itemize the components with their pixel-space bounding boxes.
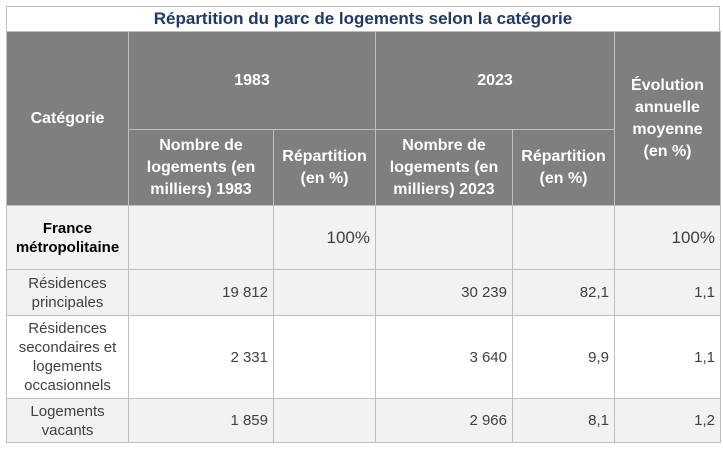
header-nombre-2023: Nombre de logements (en milliers) 2023 — [375, 129, 513, 206]
cell-evolution: 100% — [614, 205, 721, 270]
cell-repartition-2023 — [512, 205, 615, 270]
cell-nombre-1983 — [128, 205, 274, 270]
cell-nombre-1983: 2 331 — [128, 315, 274, 399]
header-repartition-2023: Répartition (en %) — [512, 129, 615, 206]
cell-nombre-2023: 2 966 — [375, 398, 513, 443]
table-title: Répartition du parc de logements selon l… — [6, 6, 720, 31]
cell-repartition-2023: 8,1 — [512, 398, 615, 443]
table-row: Résidences principales 19 812 30 239 82,… — [6, 269, 721, 316]
header-categorie: Catégorie — [6, 31, 129, 206]
row-label: Résidences principales — [6, 269, 129, 316]
header-year-1983: 1983 — [128, 31, 376, 130]
table-row: Logements vacants 1 859 2 966 8,1 1,2 — [6, 398, 721, 443]
header-evolution: Évolution annuelle moyenne (en %) — [614, 31, 721, 206]
cell-evolution: 1,1 — [614, 269, 721, 316]
cell-evolution: 1,2 — [614, 398, 721, 443]
row-label: Logements vacants — [6, 398, 129, 443]
cell-nombre-1983: 19 812 — [128, 269, 274, 316]
header-repartition-1983: Répartition (en %) — [273, 129, 376, 206]
cell-nombre-1983: 1 859 — [128, 398, 274, 443]
housing-table: Catégorie 1983 2023 Évolution annuelle m… — [6, 31, 721, 443]
cell-repartition-1983 — [273, 398, 376, 443]
header-nombre-1983: Nombre de logements (en milliers) 1983 — [128, 129, 274, 206]
cell-repartition-1983 — [273, 315, 376, 399]
cell-nombre-2023: 30 239 — [375, 269, 513, 316]
cell-nombre-2023: 3 640 — [375, 315, 513, 399]
cell-evolution: 1,1 — [614, 315, 721, 399]
header-year-2023: 2023 — [375, 31, 615, 130]
row-label: Résidences secondaires et logements occa… — [6, 315, 129, 399]
table-row: Résidences secondaires et logements occa… — [6, 315, 721, 399]
cell-nombre-2023 — [375, 205, 513, 270]
cell-repartition-2023: 9,9 — [512, 315, 615, 399]
cell-repartition-2023: 82,1 — [512, 269, 615, 316]
row-label: France métropolitaine — [6, 205, 129, 270]
cell-repartition-1983: 100% — [273, 205, 376, 270]
cell-repartition-1983 — [273, 269, 376, 316]
table-row: France métropolitaine 100% 100% — [6, 205, 721, 270]
